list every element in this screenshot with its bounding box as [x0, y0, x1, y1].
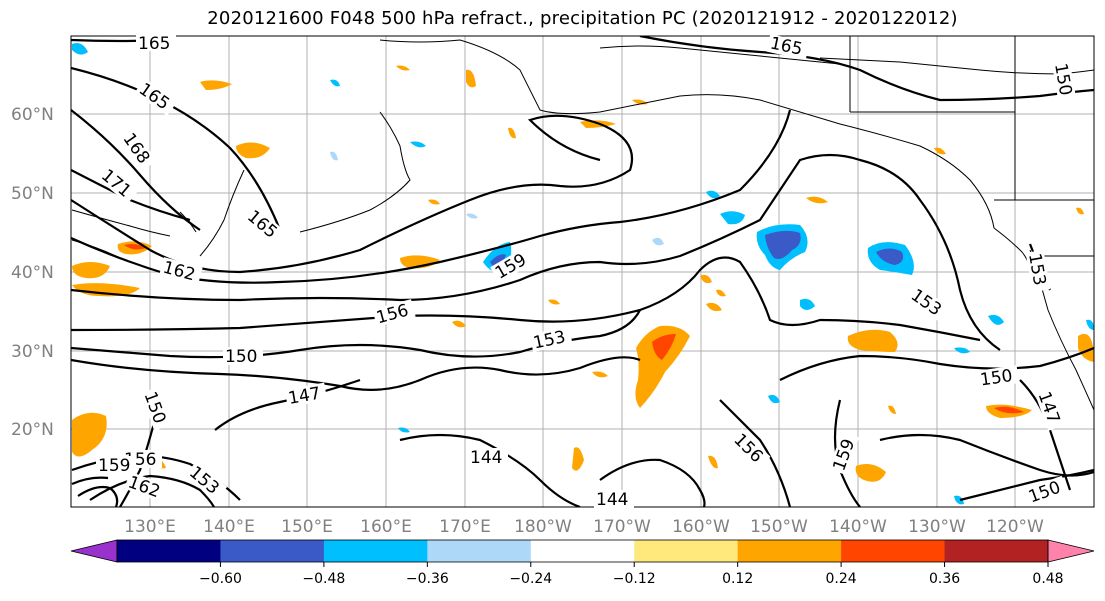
lon-label: 160°E — [360, 517, 412, 537]
map-title: 2020121600 F048 500 hPa refract., precip… — [207, 8, 958, 29]
colorbar-tick-label: −0.24 — [509, 571, 552, 587]
colorbar-segment — [220, 540, 325, 562]
lon-label: 130°W — [908, 517, 966, 537]
lat-label: 60°N — [11, 105, 54, 125]
contour-label: 150 — [979, 366, 1014, 390]
colorbar-frame — [116, 539, 1049, 563]
precip-shading — [72, 43, 1094, 505]
colorbar-tick-label: −0.60 — [199, 571, 242, 587]
coastlines — [71, 36, 1094, 411]
contour-label: 165 — [138, 34, 170, 54]
lon-label: 160°W — [672, 517, 730, 537]
colorbar-segment — [634, 540, 739, 562]
contour-label-group: 165 165 165 168 171 165 162 159 156 153 … — [96, 33, 1077, 510]
colorbar-segment — [427, 540, 532, 562]
colorbar-segment — [117, 540, 221, 562]
colorbar-segment — [530, 540, 635, 562]
lon-label: 150°E — [281, 517, 333, 537]
lon-label: 140°E — [203, 517, 255, 537]
lon-label: 140°W — [829, 517, 887, 537]
colorbar-tick-label: −0.48 — [302, 571, 345, 587]
colorbar-tick-label: −0.36 — [406, 571, 449, 587]
latitude-labels: 60°N 50°N 40°N 30°N 20°N — [11, 105, 54, 440]
lon-label: 180°W — [514, 517, 572, 537]
contour-label: 150 — [225, 347, 257, 367]
colorbar-segment — [323, 540, 428, 562]
contour-label: 144 — [470, 448, 502, 468]
colorbar-extension-low — [70, 539, 118, 563]
contour-label: 159 — [98, 456, 130, 476]
contour-label: 144 — [596, 490, 628, 510]
colorbar-segment — [944, 540, 1049, 562]
colorbar-extension-high — [1047, 539, 1095, 563]
colorbar-tick-label: 0.12 — [722, 571, 753, 587]
lat-label: 30°N — [11, 342, 54, 362]
colorbar-tick-label: 0.24 — [826, 571, 857, 587]
colorbar-segment — [841, 540, 946, 562]
colorbar-tick-label: −0.12 — [613, 571, 656, 587]
lon-label: 130°E — [124, 517, 176, 537]
lat-label: 50°N — [11, 184, 54, 204]
lon-label: 120°W — [986, 517, 1044, 537]
map-frame — [70, 35, 1095, 508]
lon-label: 170°E — [439, 517, 491, 537]
lon-label: 150°W — [750, 517, 808, 537]
longitude-labels: 130°E 140°E 150°E 160°E 170°E 180°W 170°… — [124, 517, 1044, 537]
lat-label: 40°N — [11, 263, 54, 283]
colorbar-segment — [737, 540, 842, 562]
lon-label: 170°W — [593, 517, 651, 537]
colorbar-tick-label: 0.36 — [929, 571, 960, 587]
colorbar-tick-label: 0.48 — [1032, 571, 1063, 587]
lat-label: 20°N — [11, 420, 54, 440]
colorbar: −0.60 −0.48 −0.36 −0.24 −0.12 0.12 0.24 0.36 0.4… — [70, 539, 1095, 587]
